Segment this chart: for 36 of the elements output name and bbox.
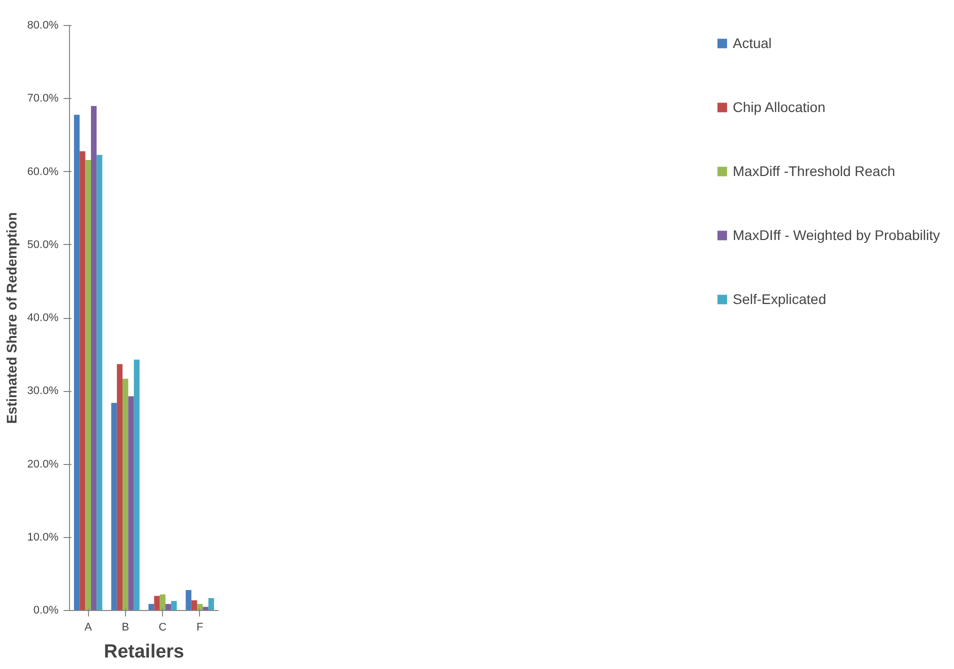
y-tick-label: 50.0% <box>27 238 59 251</box>
legend-label: Actual <box>732 35 772 51</box>
bar <box>154 596 160 610</box>
y-tick-label: 10.0% <box>27 531 59 544</box>
x-tick-label: B <box>122 622 130 634</box>
legend-label: MaxDiff -Threshold Reach <box>732 163 896 179</box>
legend-label: Chip Allocation <box>732 99 826 115</box>
y-tick-label: 80.0% <box>27 20 59 32</box>
bar <box>111 402 117 610</box>
legend-label: Self-Explicated <box>732 291 826 307</box>
bar <box>122 378 128 610</box>
y-axis-title: Estimated Share of Redemption <box>3 212 20 424</box>
y-tick-label: 0.0% <box>33 604 59 616</box>
x-tick-label: A <box>84 622 92 634</box>
bar <box>134 360 140 610</box>
bar <box>85 160 91 610</box>
y-tick-label: 30.0% <box>27 385 59 398</box>
bar <box>171 600 177 610</box>
bar <box>186 590 192 610</box>
y-tick-label: 60.0% <box>27 166 59 178</box>
bar <box>208 598 214 610</box>
bar <box>116 364 123 610</box>
x-tick-label: C <box>158 622 167 634</box>
bar <box>191 600 198 610</box>
legend-label: MaxDIff - Weighted by Probability <box>732 227 940 243</box>
x-tick-label: F <box>196 622 204 634</box>
y-tick-label: 70.0% <box>27 92 59 105</box>
y-tick-label: 40.0% <box>27 312 59 324</box>
bar <box>160 594 166 610</box>
bar <box>74 114 80 610</box>
y-tick-label: 20.0% <box>27 458 59 470</box>
x-axis-title: Retailers <box>104 642 184 662</box>
bar <box>96 154 102 610</box>
bar <box>80 151 86 610</box>
bar <box>90 106 97 610</box>
bar <box>128 396 134 610</box>
